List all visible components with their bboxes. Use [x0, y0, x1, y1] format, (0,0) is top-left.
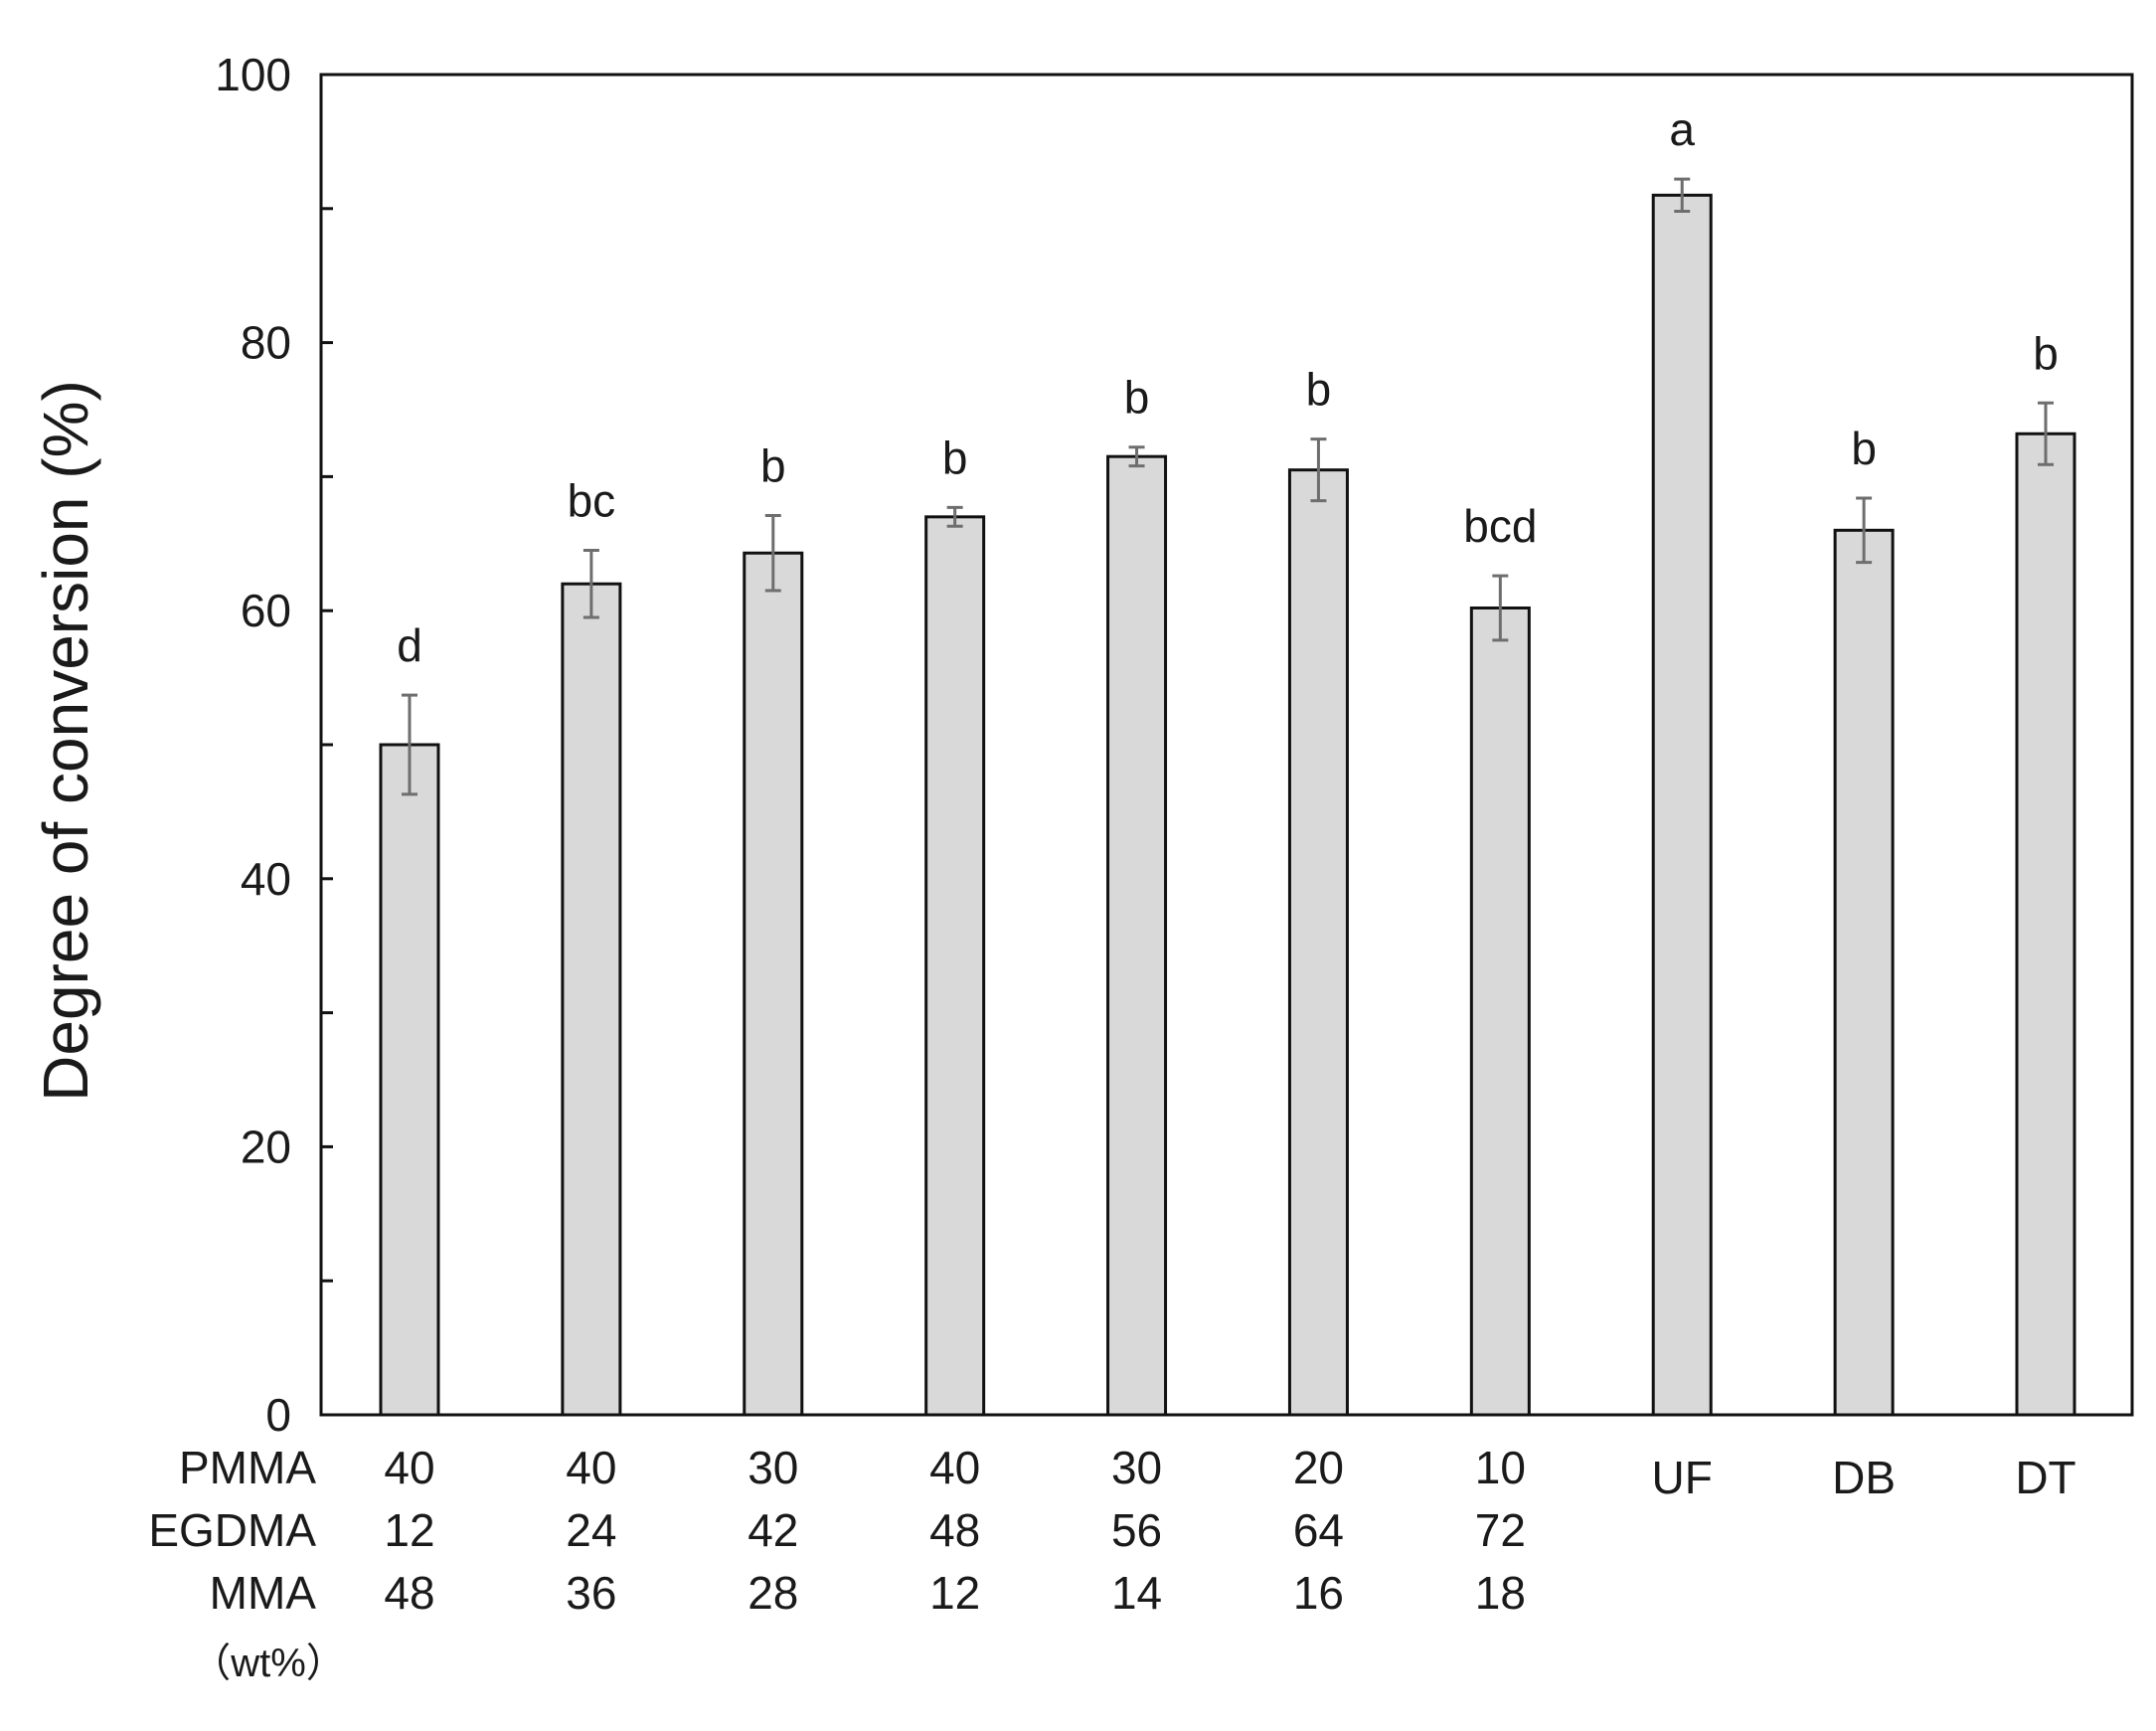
significance-label: b — [760, 439, 786, 491]
composition-value: 24 — [566, 1504, 616, 1556]
composition-row-label: MMA — [210, 1567, 317, 1619]
bar — [924, 515, 986, 1417]
unit-label: （wt%） — [191, 1642, 346, 1685]
composition-row-label: PMMA — [179, 1442, 316, 1493]
composition-value: 30 — [747, 1442, 798, 1493]
significance-label: bc — [568, 475, 616, 527]
bar — [1833, 528, 1895, 1417]
composition-row-label: EGDMA — [148, 1504, 316, 1556]
significance-label: a — [1669, 103, 1695, 155]
y-tick-label: 0 — [265, 1389, 291, 1441]
composition-value: 12 — [929, 1567, 980, 1619]
bars — [379, 193, 2076, 1417]
composition-value: 40 — [384, 1442, 434, 1493]
significance-label: b — [1306, 364, 1332, 416]
bar — [1651, 193, 1713, 1417]
composition-value: 16 — [1293, 1567, 1344, 1619]
bar — [1469, 606, 1531, 1417]
bar — [379, 743, 440, 1417]
bar — [2015, 432, 2076, 1417]
y-tick-label: 40 — [241, 853, 291, 905]
composition-value: 64 — [1293, 1504, 1344, 1556]
significance-label: b — [942, 432, 968, 483]
bar — [1106, 454, 1168, 1417]
composition-value: 48 — [929, 1504, 980, 1556]
y-tick-label: 100 — [215, 49, 291, 100]
composition-value: 14 — [1111, 1567, 1162, 1619]
axes: 0 20 40 60 80 100 — [215, 49, 2134, 1441]
product-label: UF — [1652, 1452, 1713, 1503]
significance-label: d — [397, 619, 422, 671]
significance-label: b — [1851, 423, 1877, 474]
error-bars — [402, 177, 2054, 796]
composition-value: 42 — [747, 1504, 798, 1556]
composition-value: 18 — [1475, 1567, 1526, 1619]
composition-value: 28 — [747, 1567, 798, 1619]
bar — [561, 582, 622, 1417]
composition-value: 48 — [384, 1567, 434, 1619]
composition-value: 12 — [384, 1504, 434, 1556]
product-label: DB — [1832, 1452, 1896, 1503]
significance-labels: d bc b b b b bcd a b b — [397, 103, 2059, 671]
bar — [743, 551, 804, 1417]
composition-value: 40 — [929, 1442, 980, 1493]
significance-label: bcd — [1463, 500, 1537, 552]
composition-value: 10 — [1475, 1442, 1526, 1493]
y-tick-label: 60 — [241, 585, 291, 636]
bar — [1287, 468, 1349, 1417]
product-label: DT — [2015, 1452, 2075, 1503]
composition-value: 30 — [1111, 1442, 1162, 1493]
composition-value: 20 — [1293, 1442, 1344, 1493]
significance-label: b — [2033, 327, 2059, 379]
y-tick-label: 80 — [241, 317, 291, 369]
composition-table: PMMA 40 40 30 40 30 20 10 EGDMA 12 24 42 48 56 64 72 MMA… — [148, 1442, 2075, 1685]
significance-label: b — [1124, 372, 1150, 424]
composition-value: 56 — [1111, 1504, 1162, 1556]
composition-value: 40 — [566, 1442, 616, 1493]
y-axis-title: Degree of conversion (%) — [30, 380, 101, 1102]
y-tick-label: 20 — [241, 1121, 291, 1172]
composition-value: 72 — [1475, 1504, 1526, 1556]
composition-value: 36 — [566, 1567, 616, 1619]
